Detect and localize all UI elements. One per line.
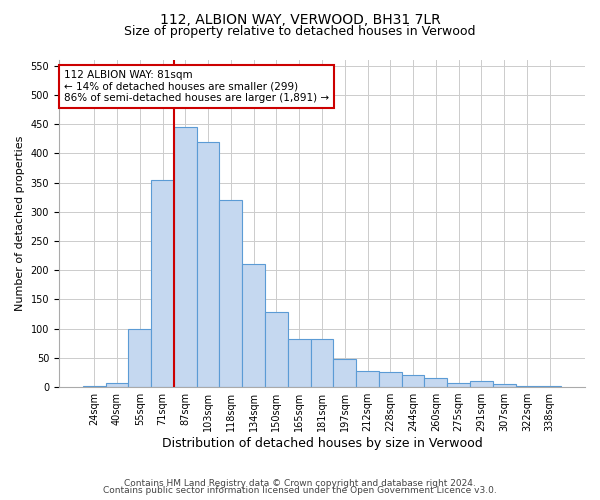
Bar xyxy=(174,127,197,387)
Bar xyxy=(242,264,265,387)
Bar xyxy=(151,180,174,387)
Bar xyxy=(265,312,288,387)
Bar xyxy=(288,338,311,387)
Text: Contains HM Land Registry data © Crown copyright and database right 2024.: Contains HM Land Registry data © Crown c… xyxy=(124,478,476,488)
Bar xyxy=(83,386,106,387)
Text: 112, ALBION WAY, VERWOOD, BH31 7LR: 112, ALBION WAY, VERWOOD, BH31 7LR xyxy=(160,12,440,26)
Text: 112 ALBION WAY: 81sqm
← 14% of detached houses are smaller (299)
86% of semi-det: 112 ALBION WAY: 81sqm ← 14% of detached … xyxy=(64,70,329,103)
Y-axis label: Number of detached properties: Number of detached properties xyxy=(15,136,25,311)
Bar xyxy=(470,381,493,387)
X-axis label: Distribution of detached houses by size in Verwood: Distribution of detached houses by size … xyxy=(161,437,482,450)
Text: Size of property relative to detached houses in Verwood: Size of property relative to detached ho… xyxy=(124,25,476,38)
Bar xyxy=(424,378,447,387)
Text: Contains public sector information licensed under the Open Government Licence v3: Contains public sector information licen… xyxy=(103,486,497,495)
Bar xyxy=(106,383,128,387)
Bar xyxy=(128,328,151,387)
Bar xyxy=(379,372,401,387)
Bar xyxy=(311,338,334,387)
Bar xyxy=(538,386,561,387)
Bar xyxy=(334,359,356,387)
Bar xyxy=(197,142,220,387)
Bar xyxy=(515,386,538,387)
Bar xyxy=(220,200,242,387)
Bar xyxy=(493,384,515,387)
Bar xyxy=(356,370,379,387)
Bar xyxy=(447,383,470,387)
Bar xyxy=(401,376,424,387)
